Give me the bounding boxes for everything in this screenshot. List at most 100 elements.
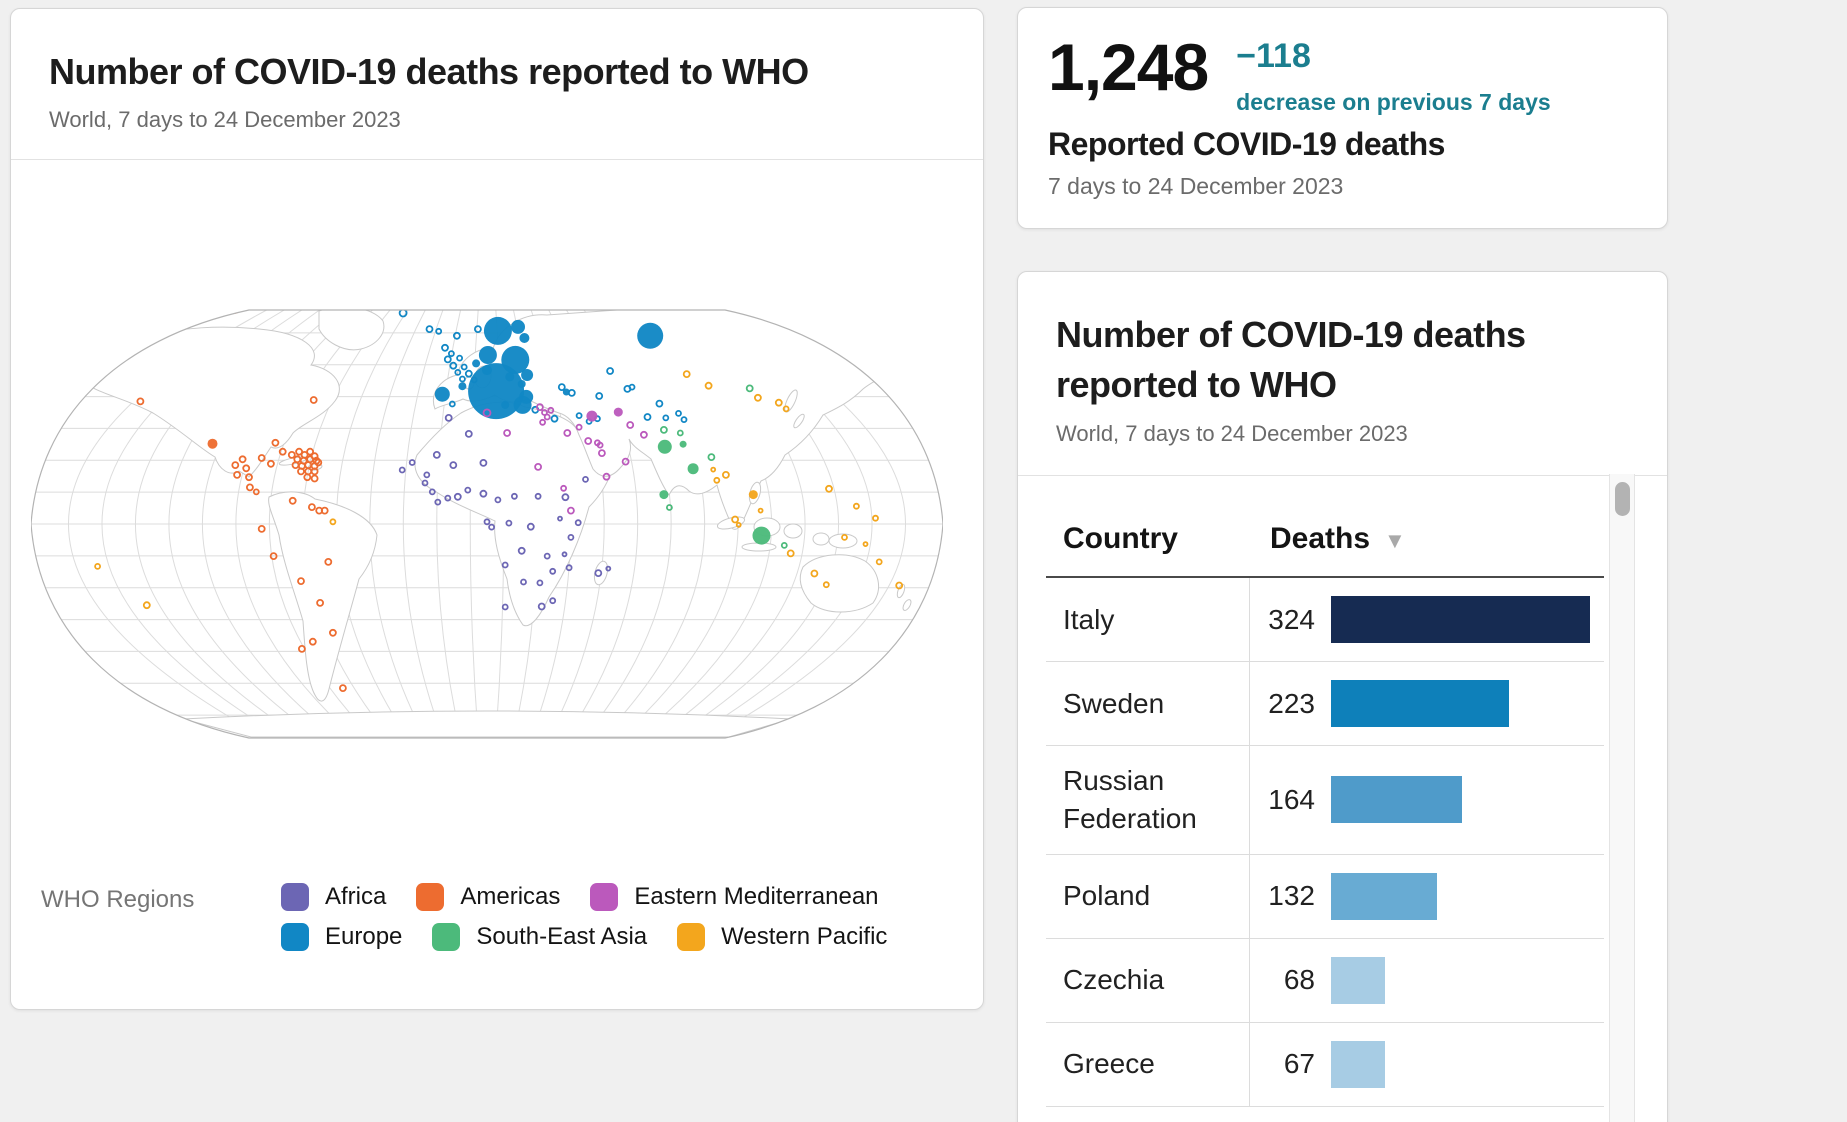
table-row[interactable]: Russian Federation 164 <box>1046 746 1604 855</box>
world-bubble-map[interactable] <box>30 299 944 749</box>
country-bubble[interactable] <box>287 450 296 459</box>
country-bubble[interactable] <box>310 467 319 476</box>
country-bubble[interactable] <box>679 440 687 448</box>
country-bubble[interactable] <box>136 397 145 406</box>
country-bubble[interactable] <box>464 486 472 494</box>
legend-item-south-east-asia[interactable]: South-East Asia <box>432 923 647 951</box>
country-bubble[interactable] <box>786 549 795 558</box>
country-bubble[interactable] <box>680 416 688 423</box>
country-bubble[interactable] <box>640 430 648 439</box>
country-bubble[interactable] <box>534 492 542 500</box>
country-bubble[interactable] <box>320 506 329 515</box>
table-row[interactable]: Greece 67 <box>1046 1022 1604 1107</box>
country-bubble[interactable] <box>543 552 551 560</box>
country-bubble[interactable] <box>304 461 313 470</box>
country-bubble[interactable] <box>586 410 598 422</box>
country-bubble[interactable] <box>561 551 568 558</box>
country-bubble[interactable] <box>825 484 833 493</box>
country-bubble[interactable] <box>257 524 266 533</box>
country-bubble[interactable] <box>408 459 416 466</box>
country-bubble[interactable] <box>142 601 151 610</box>
country-bubble[interactable] <box>464 429 473 438</box>
country-bubble[interactable] <box>563 429 572 437</box>
country-bubble[interactable] <box>626 421 635 429</box>
country-bubble[interactable] <box>432 450 441 459</box>
country-bubble[interactable] <box>454 369 462 376</box>
country-bubble[interactable] <box>605 565 612 572</box>
country-bubble[interactable] <box>252 488 260 496</box>
legend-item-africa[interactable]: Africa <box>281 883 386 911</box>
country-bubble[interactable] <box>245 473 253 482</box>
country-bubble[interactable] <box>704 381 713 390</box>
table-row[interactable]: Czechia 68 <box>1046 938 1604 1023</box>
country-bubble[interactable] <box>242 464 251 473</box>
country-bubble[interactable] <box>511 319 525 334</box>
country-bubble[interactable] <box>565 564 573 572</box>
country-bubble[interactable] <box>441 343 449 352</box>
country-bubble[interactable] <box>687 463 699 475</box>
country-bubble[interactable] <box>722 470 730 479</box>
country-bubble[interactable] <box>297 577 305 586</box>
country-bubble[interactable] <box>398 310 408 318</box>
country-bubble[interactable] <box>434 498 442 506</box>
country-bubble[interactable] <box>822 581 830 589</box>
country-bubble[interactable] <box>324 557 333 566</box>
country-bubble[interactable] <box>501 345 530 374</box>
country-bubble[interactable] <box>659 490 669 500</box>
country-bubble[interactable] <box>505 372 515 382</box>
country-bubble[interactable] <box>443 355 452 364</box>
table-scrollbar-thumb[interactable] <box>1615 482 1630 516</box>
country-bubble[interactable] <box>306 447 315 456</box>
country-bubble[interactable] <box>657 439 672 454</box>
country-bubble[interactable] <box>470 376 478 384</box>
country-bubble[interactable] <box>453 492 462 501</box>
country-bubble[interactable] <box>539 418 547 426</box>
country-bubble[interactable] <box>780 541 788 549</box>
country-bubble[interactable] <box>310 474 319 483</box>
country-bubble[interactable] <box>456 354 464 362</box>
country-bubble[interactable] <box>774 398 783 407</box>
country-bubble[interactable] <box>666 504 673 511</box>
country-bubble[interactable] <box>584 437 593 445</box>
country-bubble[interactable] <box>810 569 819 578</box>
country-bubble[interactable] <box>560 484 567 492</box>
map-bubbles[interactable] <box>32 307 904 693</box>
country-bubble[interactable] <box>735 521 742 528</box>
country-bubble[interactable] <box>575 423 583 431</box>
country-bubble[interactable] <box>291 461 300 470</box>
country-bubble[interactable] <box>643 413 652 421</box>
country-bubble[interactable] <box>257 454 266 462</box>
country-bubble[interactable] <box>745 384 754 393</box>
legend-item-eastern-mediterranean[interactable]: Eastern Mediterranean <box>590 883 879 911</box>
country-bubble[interactable] <box>444 494 452 502</box>
country-bubble[interactable] <box>329 518 337 526</box>
country-bubble[interactable] <box>567 389 576 397</box>
country-bubble[interactable] <box>713 476 721 484</box>
country-bubble[interactable] <box>731 515 739 524</box>
country-bubble[interactable] <box>316 598 325 607</box>
country-bubble[interactable] <box>621 457 630 466</box>
country-bubble[interactable] <box>510 492 518 500</box>
legend-item-western-pacific[interactable]: Western Pacific <box>677 923 887 951</box>
country-bubble[interactable] <box>295 447 304 456</box>
country-bubble[interactable] <box>655 399 664 408</box>
country-bubble[interactable] <box>862 541 869 548</box>
country-bubble[interactable] <box>628 383 636 391</box>
country-bubble[interactable] <box>473 325 482 334</box>
country-bubble[interactable] <box>594 569 603 578</box>
country-bubble[interactable] <box>501 603 509 611</box>
country-bubble[interactable] <box>483 316 512 345</box>
country-bubble[interactable] <box>425 325 434 334</box>
country-bubble[interactable] <box>662 414 670 422</box>
country-bubble[interactable] <box>526 522 535 531</box>
table-row[interactable]: Poland 132 <box>1046 854 1604 939</box>
column-header-deaths[interactable]: Deaths ▼ <box>1250 522 1604 556</box>
country-bubble[interactable] <box>479 458 488 467</box>
country-bubble[interactable] <box>535 403 544 411</box>
country-bubble[interactable] <box>567 533 575 541</box>
country-bubble[interactable] <box>519 333 530 343</box>
country-bubble[interactable] <box>452 331 461 340</box>
country-bubble[interactable] <box>444 414 453 422</box>
country-bubble[interactable] <box>752 526 771 545</box>
country-bubble[interactable] <box>557 383 566 391</box>
